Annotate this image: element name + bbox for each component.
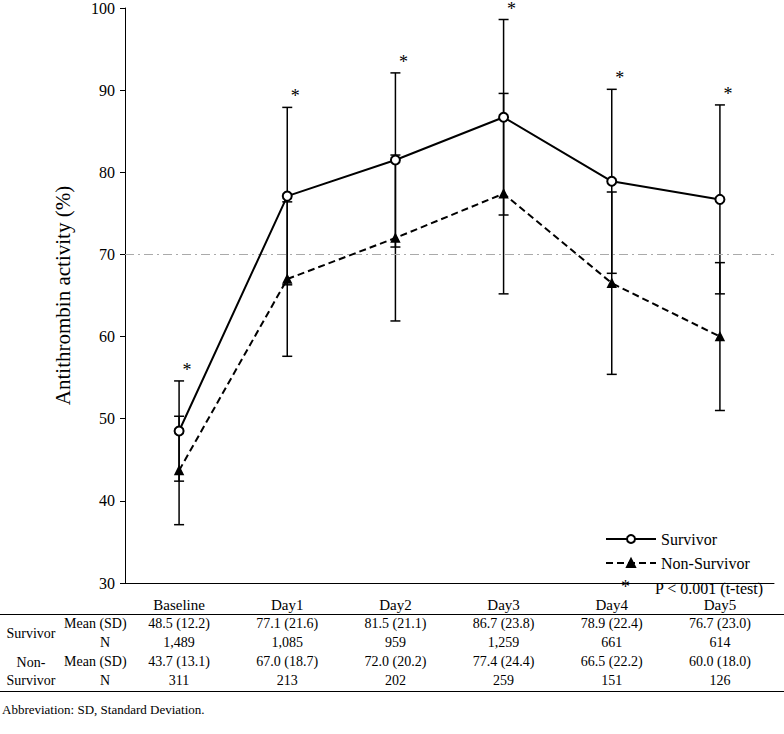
html-text:60.0 (18.0): 60.0 (18.0)	[689, 654, 751, 669]
html-text:1,489: 1,489	[163, 635, 195, 650]
svg-text:P < 0.001 (t-test): P < 0.001 (t-test)	[655, 580, 763, 598]
html-text:72.0 (20.2): 72.0 (20.2)	[364, 654, 427, 669]
html-text:1,259: 1,259	[487, 635, 520, 650]
html-text:86.7 (23.8): 86.7 (23.8)	[472, 616, 535, 631]
html-text:N: N	[100, 635, 111, 650]
svg-text:Baseline: Baseline	[153, 597, 205, 613]
html-text:Survivor: Survivor	[6, 625, 56, 641]
svg-text:60: 60	[99, 328, 115, 345]
html-text:77.4 (24.4): 77.4 (24.4)	[472, 654, 535, 669]
html-text:959: 959	[384, 635, 406, 650]
svg-text:Day5: Day5	[704, 597, 737, 613]
svg-text:Antithrombin activity (%): Antithrombin activity (%)	[51, 186, 75, 405]
svg-text:40: 40	[99, 492, 115, 509]
svg-text:80: 80	[99, 164, 115, 181]
svg-text:100: 100	[91, 0, 115, 17]
html-text:213: 213	[276, 673, 298, 688]
svg-text:*: *	[723, 84, 732, 104]
svg-text:90: 90	[99, 82, 115, 99]
html-text:Non-Survivor: Non-Survivor	[6, 654, 56, 688]
svg-text:Day4: Day4	[596, 597, 629, 613]
svg-text:50: 50	[99, 410, 115, 427]
html-text:1,085: 1,085	[271, 635, 303, 650]
html-text:48.5 (12.2): 48.5 (12.2)	[148, 616, 210, 631]
html-text:N: N	[100, 673, 111, 688]
svg-text:*: *	[291, 86, 300, 106]
svg-text:Survivor: Survivor	[661, 531, 718, 548]
svg-text:*: *	[399, 52, 408, 72]
html-text:66.5 (22.2): 66.5 (22.2)	[580, 654, 643, 669]
svg-text:Non-Survivor: Non-Survivor	[661, 555, 751, 572]
html-text:78.9 (22.4): 78.9 (22.4)	[580, 616, 643, 631]
svg-text:*: *	[507, 0, 516, 19]
html-text:77.1 (21.6): 77.1 (21.6)	[256, 616, 319, 631]
html-text:126: 126	[709, 673, 731, 688]
svg-text:Day1: Day1	[271, 597, 304, 613]
html-text:311: 311	[168, 673, 190, 688]
html-text:202: 202	[384, 673, 406, 688]
svg-text:70: 70	[99, 246, 115, 263]
html-text:Mean (SD): Mean (SD)	[64, 654, 127, 669]
svg-text:Day2: Day2	[379, 597, 412, 613]
html-text:67.0 (18.7): 67.0 (18.7)	[256, 654, 319, 669]
svg-text:Day3: Day3	[487, 597, 520, 613]
svg-text:*: *	[183, 360, 192, 380]
html-text:Abbreviation: SD, Standard Dev: Abbreviation: SD, Standard Deviation.	[2, 702, 205, 717]
html-text:Mean (SD): Mean (SD)	[64, 616, 127, 631]
html-text:43.7 (13.1): 43.7 (13.1)	[148, 654, 210, 669]
html-text:259: 259	[493, 673, 515, 688]
svg-text:30: 30	[99, 575, 115, 592]
html-text:81.5 (21.1): 81.5 (21.1)	[364, 616, 427, 631]
html-text:151: 151	[601, 673, 623, 688]
html-text:614: 614	[709, 635, 731, 650]
svg-text:*: *	[615, 68, 624, 88]
html-text:661: 661	[601, 635, 623, 650]
svg-text:*: *	[621, 577, 630, 597]
html-text:76.7 (23.0): 76.7 (23.0)	[689, 616, 751, 631]
